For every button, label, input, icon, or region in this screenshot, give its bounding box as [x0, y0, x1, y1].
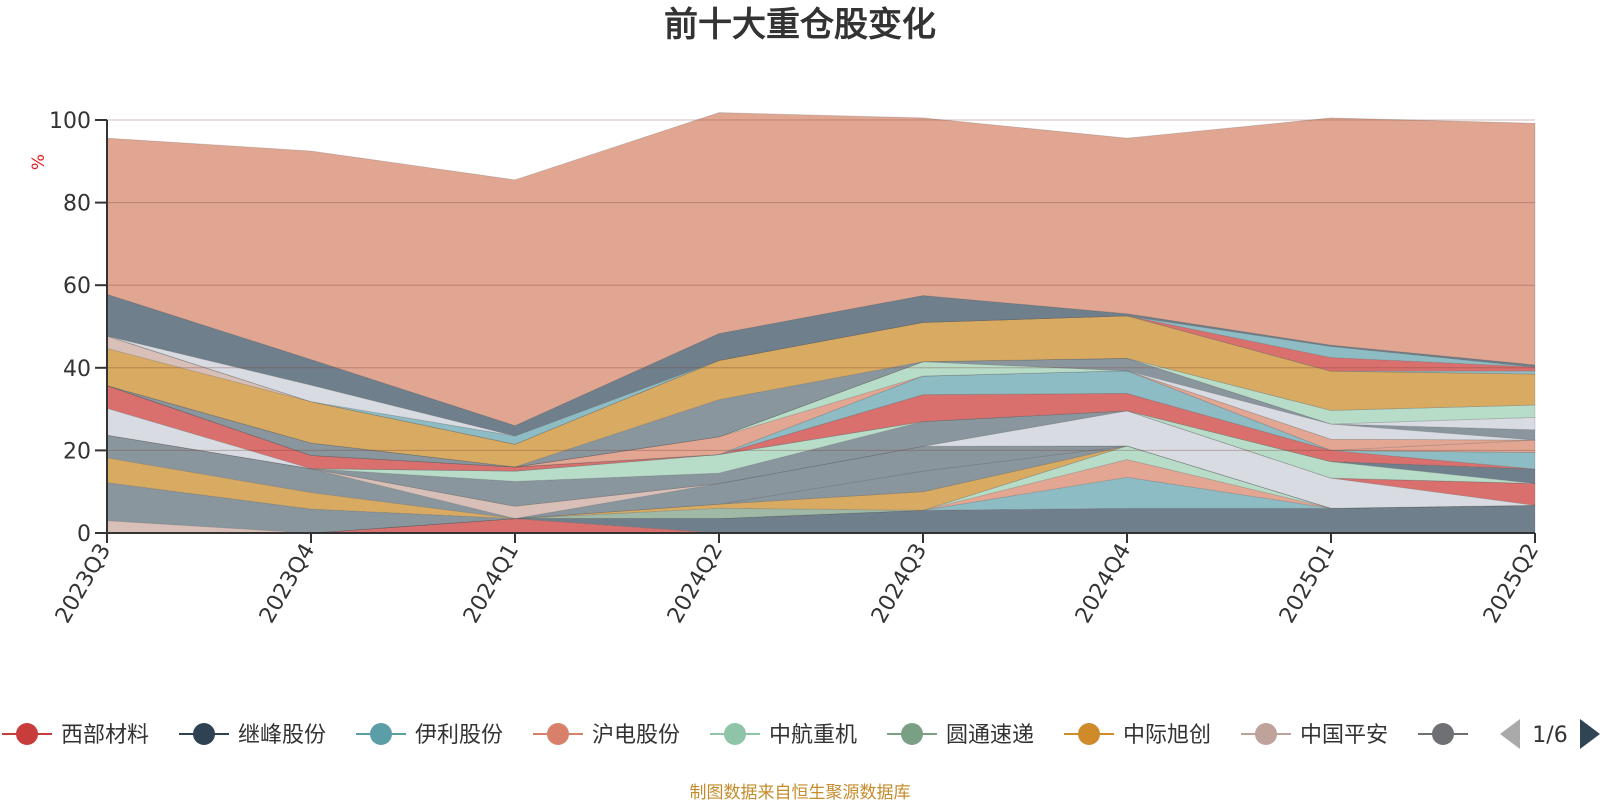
x-tick-label: 2025Q1 — [1275, 540, 1340, 628]
legend-marker-icon — [370, 723, 392, 745]
data-source-note: 制图数据来自恒生聚源数据库 — [689, 783, 911, 803]
legend-page-label: 1/6 — [1532, 723, 1567, 748]
area-series-16 — [106, 410, 1536, 484]
legend-item[interactable]: 继峰股份 — [179, 723, 326, 748]
legend-label: 西部材料 — [61, 723, 149, 748]
legend-marker-icon — [901, 723, 923, 745]
y-tick-label: 80 — [63, 192, 91, 217]
area-series-37 — [106, 112, 1536, 427]
legend-item[interactable]: 圆通速递 — [887, 723, 1034, 748]
x-tick-label: 2024Q2 — [663, 540, 728, 628]
area-series-29 — [106, 315, 1536, 468]
legend-marker-icon — [16, 723, 38, 745]
y-tick-label: 20 — [63, 439, 91, 464]
legend-marker-icon — [193, 723, 215, 745]
legend-item[interactable]: 中航重机 — [710, 723, 857, 748]
y-axis-label: % — [29, 154, 49, 170]
legend-item[interactable]: 沪电股份 — [533, 723, 680, 748]
legend-label: 圆通速递 — [946, 723, 1034, 748]
grid-lines — [107, 119, 1535, 451]
legend: 西部材料 继峰股份 伊利股份 沪电股份 中航重机 圆通速递 中际旭创 中国平安 — [2, 723, 1468, 748]
legend-marker-icon — [1078, 723, 1100, 745]
legend-label: 伊利股份 — [415, 723, 503, 748]
prev-page-arrow-icon[interactable] — [1500, 719, 1520, 749]
legend-label: 中际旭创 — [1123, 723, 1211, 748]
x-tick-label: 2024Q1 — [459, 540, 524, 628]
next-page-arrow-icon[interactable] — [1580, 719, 1600, 749]
y-tick-label: 60 — [63, 274, 91, 299]
legend-marker-icon — [1255, 723, 1277, 745]
y-tick-label: 0 — [77, 522, 91, 547]
legend-item[interactable]: 中际旭创 — [1064, 723, 1211, 748]
legend-marker-icon — [724, 723, 746, 745]
y-tick-label: 100 — [49, 109, 91, 134]
y-tick-label: 40 — [63, 357, 91, 382]
chart-title: 前十大重仓股变化 — [664, 5, 936, 45]
legend-label: 中航重机 — [769, 723, 857, 748]
legend-label: 中国平安 — [1300, 723, 1388, 748]
legend-item[interactable]: 伊利股份 — [356, 723, 503, 748]
legend-marker-icon — [1432, 723, 1454, 745]
x-tick-label: 2024Q4 — [1071, 540, 1136, 628]
x-tick-label: 2023Q4 — [255, 540, 320, 628]
x-tick-label: 2024Q3 — [867, 540, 932, 628]
legend-marker-icon — [547, 723, 569, 745]
x-tick-label: 2025Q2 — [1479, 540, 1544, 628]
legend-label: 沪电股份 — [592, 723, 680, 748]
area-series-35 — [106, 293, 1536, 437]
area-series-17 — [106, 407, 1536, 472]
legend-item[interactable]: 西部材料 — [2, 723, 149, 748]
legend-pager: 1/6 — [1500, 719, 1600, 749]
x-tick-label: 2023Q3 — [51, 540, 116, 628]
legend-item[interactable] — [1418, 723, 1468, 745]
legend-label: 继峰股份 — [238, 723, 326, 748]
area-series-group — [106, 112, 1536, 534]
legend-item[interactable]: 中国平安 — [1241, 723, 1388, 748]
